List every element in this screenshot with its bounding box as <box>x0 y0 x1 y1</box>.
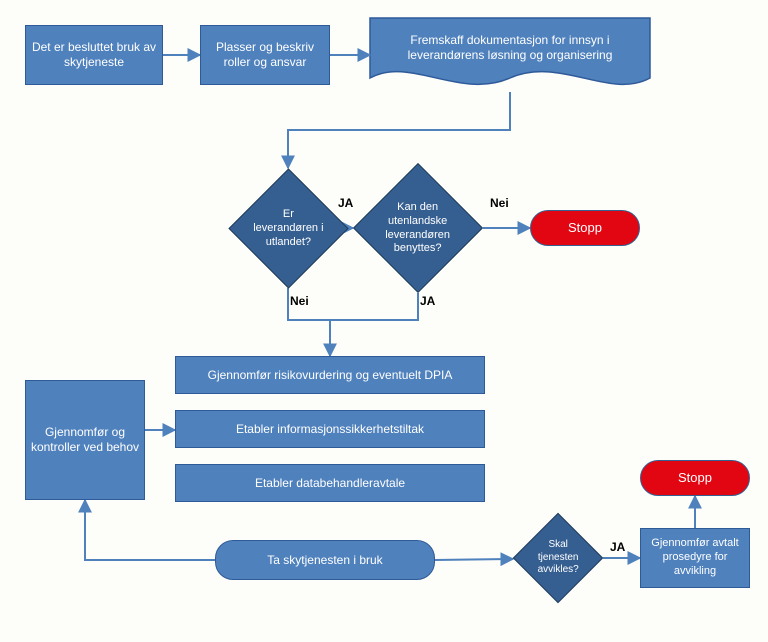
node-d1-label: Er leverandøren i utlandet? <box>251 208 326 249</box>
flowchart-canvas: Det er besluttet bruk av skytjeneste Pla… <box>0 0 768 642</box>
node-d2-label: Kan den utenlandske leverandøren benytte… <box>377 201 459 256</box>
node-n6: Etabler databehandleravtale <box>175 464 485 502</box>
node-n1: Det er besluttet bruk av skytjeneste <box>25 25 163 85</box>
node-n3: Fremskaff dokumentasjon for innsyn i lev… <box>370 18 650 78</box>
node-n8: Ta skytjenesten i bruk <box>215 540 435 580</box>
node-d3-label: Skal tjenesten avvikles? <box>531 539 585 577</box>
node-d3: Skal tjenesten avvikles? <box>513 513 604 604</box>
edge-label-ja-2: JA <box>420 294 435 308</box>
node-d1: Er leverandøren i utlandet? <box>228 168 348 288</box>
node-n9: Gjennomfør avtalt prosedyre for avviklin… <box>640 528 750 588</box>
node-n5: Etabler informasjonssikkerhetstiltak <box>175 410 485 448</box>
edge-label-ja-3: JA <box>610 540 625 554</box>
edge-label-nei-2: Nei <box>490 196 509 210</box>
node-n7: Gjennomfør og kontroller ved behov <box>25 380 145 500</box>
edge-label-ja-1: JA <box>338 196 353 210</box>
node-d2: Kan den utenlandske leverandøren benytte… <box>353 163 483 293</box>
node-n2: Plasser og beskriv roller og ansvar <box>200 25 330 85</box>
edge-label-nei-1: Nei <box>290 294 309 308</box>
node-s2-stop: Stopp <box>640 460 750 496</box>
node-s1-stop: Stopp <box>530 210 640 246</box>
node-n4: Gjennomfør risikovurdering og eventuelt … <box>175 356 485 394</box>
